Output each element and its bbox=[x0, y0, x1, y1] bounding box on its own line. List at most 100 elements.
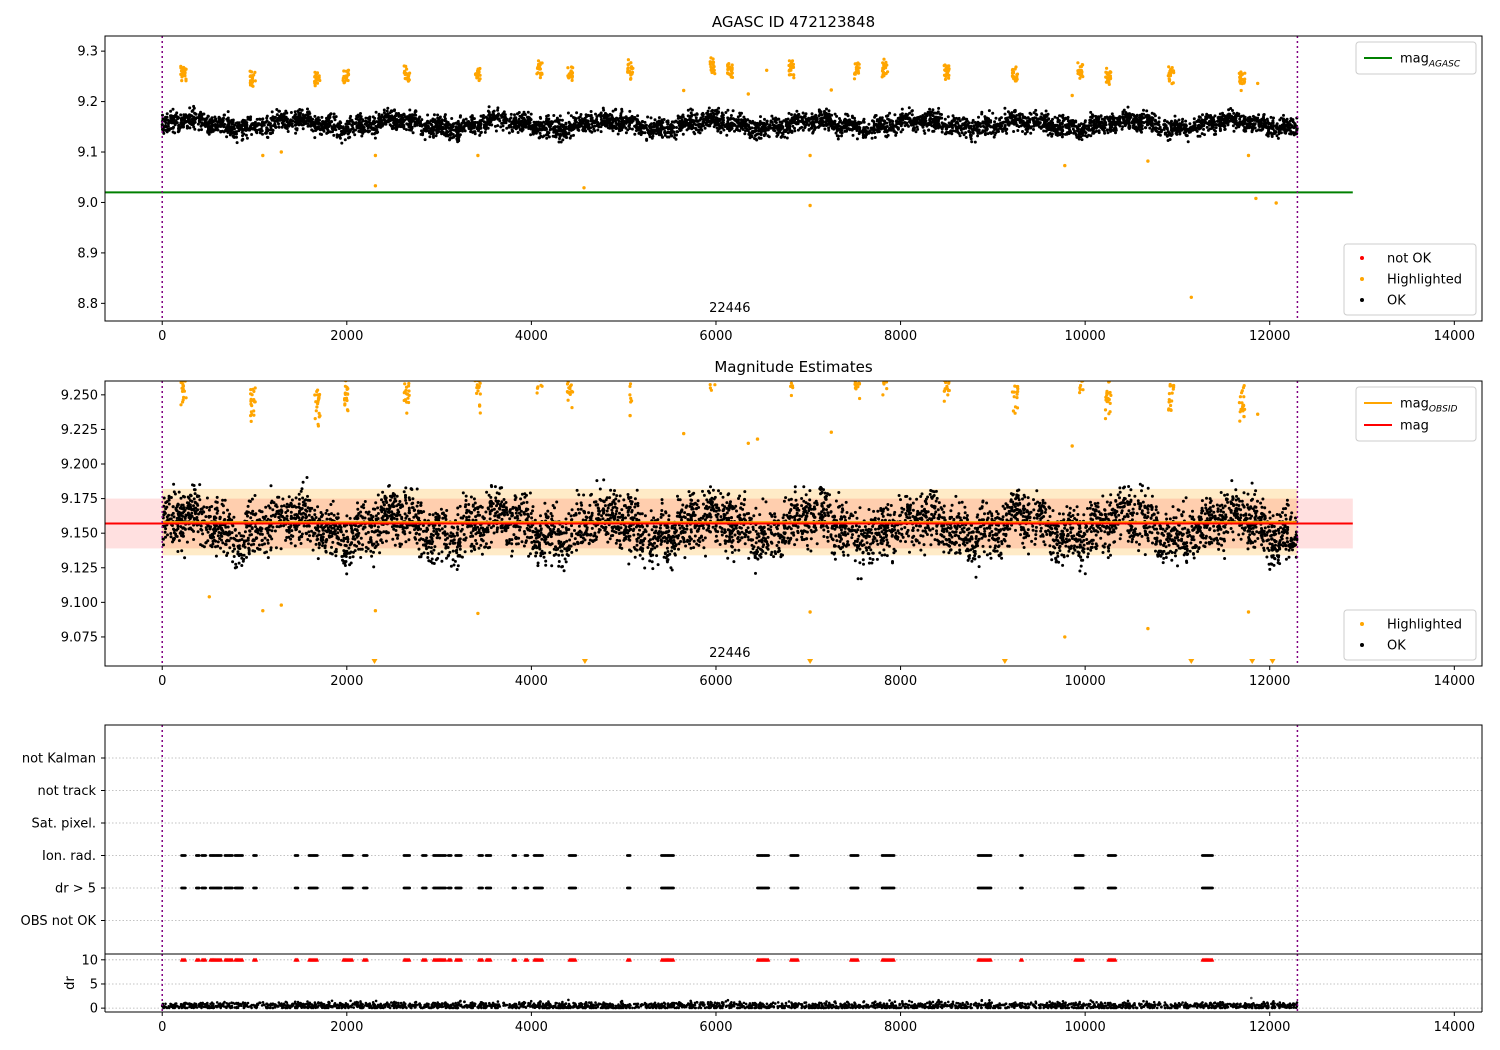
ok-point bbox=[775, 134, 779, 138]
ok-point bbox=[867, 122, 871, 126]
ok-point bbox=[725, 133, 729, 137]
ok-point bbox=[556, 129, 560, 133]
ok-point bbox=[949, 129, 952, 133]
ok-point bbox=[993, 133, 997, 137]
ok-point bbox=[1047, 127, 1051, 131]
ok-point bbox=[339, 125, 343, 129]
ok-point bbox=[1126, 105, 1130, 109]
ok-point bbox=[214, 117, 218, 121]
ok-point bbox=[1282, 113, 1285, 117]
ok-point bbox=[188, 113, 191, 117]
ok-point bbox=[616, 132, 620, 136]
ok-point bbox=[1272, 116, 1275, 120]
ok-point bbox=[684, 118, 688, 121]
ok-point bbox=[1192, 121, 1196, 125]
ok-point bbox=[1000, 121, 1004, 125]
ok-point bbox=[801, 128, 805, 132]
ok-point bbox=[779, 135, 783, 139]
ok-point bbox=[359, 127, 363, 131]
ok-point bbox=[770, 114, 774, 118]
ok-point bbox=[1174, 131, 1178, 135]
ok-point bbox=[1099, 114, 1103, 118]
ok-point bbox=[1154, 119, 1157, 123]
ok-point bbox=[361, 131, 365, 135]
ok-point bbox=[1051, 124, 1055, 128]
ok-point bbox=[210, 116, 214, 120]
ok-point bbox=[332, 133, 336, 137]
ok-point bbox=[436, 113, 440, 117]
ok-point bbox=[164, 115, 167, 119]
ok-point bbox=[793, 129, 797, 133]
ok-point bbox=[657, 128, 661, 132]
ok-point bbox=[1114, 131, 1117, 135]
ok-point bbox=[636, 114, 640, 118]
ok-point bbox=[584, 113, 588, 117]
ok-point bbox=[1083, 120, 1087, 124]
ok-point bbox=[759, 115, 762, 119]
ok-point bbox=[325, 131, 329, 135]
ok-point bbox=[408, 108, 412, 112]
ok-point bbox=[265, 116, 269, 120]
ok-point bbox=[1046, 133, 1050, 137]
ok-point bbox=[1032, 128, 1035, 131]
ok-point bbox=[1061, 129, 1065, 133]
ok-point bbox=[1218, 121, 1222, 125]
ok-point bbox=[163, 119, 167, 123]
ok-point bbox=[714, 116, 718, 120]
ok-point bbox=[270, 118, 274, 122]
ok-point bbox=[928, 107, 932, 111]
ok-point bbox=[373, 136, 377, 140]
ok-point bbox=[1032, 124, 1036, 128]
ok-point bbox=[447, 126, 451, 130]
ok-point bbox=[627, 124, 631, 128]
ok-point bbox=[293, 110, 297, 114]
ok-point bbox=[748, 127, 752, 131]
ok-point bbox=[1005, 116, 1009, 120]
ok-point bbox=[286, 130, 290, 133]
ok-point bbox=[559, 140, 563, 144]
ok-point bbox=[1188, 122, 1192, 126]
ok-point bbox=[226, 116, 230, 120]
ok-point bbox=[1139, 121, 1143, 125]
ok-point bbox=[1232, 111, 1236, 115]
ok-point bbox=[884, 125, 888, 129]
ok-point bbox=[1276, 136, 1280, 140]
ok-point bbox=[1205, 125, 1209, 129]
ok-point bbox=[372, 122, 376, 126]
ok-point bbox=[1235, 111, 1239, 115]
ok-point bbox=[181, 118, 185, 122]
ok-point bbox=[1109, 129, 1113, 133]
ok-point bbox=[1173, 114, 1177, 118]
ok-point bbox=[772, 123, 776, 127]
ok-point bbox=[701, 121, 705, 125]
ok-point bbox=[1165, 120, 1169, 124]
ok-point bbox=[901, 116, 905, 120]
ok-point bbox=[222, 113, 226, 117]
ok-point bbox=[634, 129, 638, 133]
ok-point bbox=[1092, 118, 1096, 122]
ok-point bbox=[703, 126, 707, 130]
ok-point bbox=[193, 127, 197, 131]
ok-point bbox=[693, 132, 697, 136]
ok-point bbox=[824, 111, 828, 115]
ok-point bbox=[222, 125, 226, 129]
ok-point bbox=[1150, 111, 1154, 115]
ok-point bbox=[1197, 120, 1201, 123]
ok-point bbox=[653, 118, 657, 122]
ok-point bbox=[742, 124, 746, 128]
ok-point bbox=[1003, 112, 1007, 116]
ok-point bbox=[441, 125, 445, 129]
ok-point bbox=[999, 125, 1003, 129]
ok-point bbox=[501, 128, 505, 132]
ok-point bbox=[1210, 127, 1214, 130]
ok-point bbox=[818, 119, 822, 123]
ok-point bbox=[435, 129, 438, 133]
ok-point bbox=[835, 134, 839, 138]
ok-point bbox=[466, 120, 470, 124]
ok-point bbox=[844, 126, 848, 129]
ok-point bbox=[1106, 131, 1110, 135]
ok-point bbox=[734, 128, 738, 131]
ok-point bbox=[1073, 129, 1076, 133]
ok-point bbox=[432, 113, 436, 117]
ok-point bbox=[581, 127, 585, 131]
